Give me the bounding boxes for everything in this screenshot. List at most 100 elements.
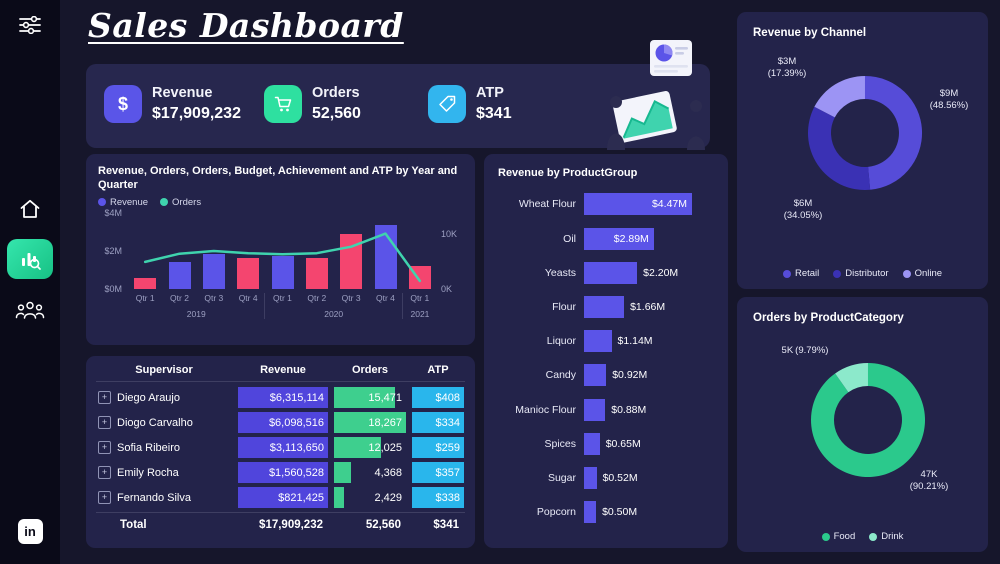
revenue-bar[interactable] xyxy=(584,432,600,455)
expand-icon[interactable]: + xyxy=(98,391,111,404)
combo-y-axis-left: $4M $2M $0M xyxy=(98,208,124,294)
combo-chart-title: Revenue, Orders, Orders, Budget, Achieve… xyxy=(98,165,458,192)
table-body: + Diego Araujo $6,315,114 15,471 $408 + Diogo … xyxy=(96,387,465,508)
orders-data-bar xyxy=(334,487,344,508)
kpi-value: $17,909,232 xyxy=(152,105,241,122)
donut-slice-food[interactable] xyxy=(811,363,926,477)
table-row[interactable]: + Diogo Carvalho $6,098,516 18,267 $334 xyxy=(96,412,465,433)
category-label: Yeasts xyxy=(544,266,576,279)
axis-tick: 10K xyxy=(441,229,458,240)
page-title: Sales Dashboard xyxy=(88,6,404,45)
bar-track: $4.47M xyxy=(584,193,714,216)
channel-callout-online: $3M (17.39%) xyxy=(767,56,807,80)
value-label: $2.20M xyxy=(643,266,679,279)
orders-data-bar xyxy=(334,387,395,408)
column-header-supervisor[interactable]: Supervisor xyxy=(135,364,193,376)
expand-icon[interactable]: + xyxy=(98,441,111,454)
revenue-bar[interactable] xyxy=(584,295,625,318)
column-header-atp[interactable]: ATP xyxy=(427,364,449,376)
revenue-bar[interactable] xyxy=(134,278,157,289)
legend-item[interactable]: Food xyxy=(821,531,855,542)
category-donut[interactable] xyxy=(803,355,933,485)
channel-donut[interactable] xyxy=(800,68,930,198)
revenue-bar[interactable] xyxy=(237,258,260,289)
column-header-revenue[interactable]: Revenue xyxy=(260,364,306,376)
orders-data-bar xyxy=(334,412,406,433)
legend-item[interactable]: Retail xyxy=(782,268,819,279)
table-row[interactable]: + Diego Araujo $6,315,114 15,471 $408 xyxy=(96,387,465,408)
orders-line xyxy=(143,231,422,282)
axis-tick: $4M xyxy=(104,207,122,218)
revenue-bar[interactable] xyxy=(271,256,294,289)
expand-icon[interactable]: + xyxy=(98,416,111,429)
productgroup-bar-row[interactable]: Spices $0.65M xyxy=(498,432,714,456)
revenue-bar[interactable] xyxy=(584,330,612,353)
axis-tick: Qtr 2 xyxy=(170,292,189,303)
legend-item[interactable]: Distributor xyxy=(833,268,889,279)
column-header-orders[interactable]: Orders xyxy=(351,364,389,376)
home-icon[interactable] xyxy=(0,196,60,222)
revenue-bar[interactable] xyxy=(168,262,191,289)
donut-slice-drink[interactable] xyxy=(835,363,868,393)
category-title: Orders by ProductCategory xyxy=(753,312,904,324)
users-icon[interactable] xyxy=(0,298,60,322)
revenue-bar[interactable] xyxy=(584,261,638,284)
expand-icon[interactable]: + xyxy=(98,491,111,504)
axis-tick: Qtr 2 xyxy=(307,292,327,303)
kpi-value: $341 xyxy=(476,105,512,122)
productgroup-bar-row[interactable]: Oil $2.89M xyxy=(498,227,714,251)
productgroup-bar-row[interactable]: Yeasts $2.20M xyxy=(498,261,714,285)
cart-icon xyxy=(264,85,302,123)
kpi-atp[interactable]: ATP $341 xyxy=(428,85,512,123)
axis-tick: Qtr 3 xyxy=(204,292,224,303)
filter-icon[interactable] xyxy=(0,14,60,36)
legend-dot xyxy=(833,269,842,278)
donut-slice-online[interactable] xyxy=(814,76,865,118)
productgroup-panel: Revenue by ProductGroup Wheat Flour $4.47… xyxy=(484,154,728,548)
revenue-bar[interactable] xyxy=(202,253,225,289)
combo-chart[interactable]: $4M $2M $0M 10K 0K Qtr 1 Qtr 2 Qtr 3 Qtr 4 Qtr … xyxy=(98,208,463,325)
donut-slice-distributor[interactable] xyxy=(807,106,871,191)
expand-icon[interactable]: + xyxy=(98,466,111,479)
productgroup-bar-row[interactable]: Popcorn $0.50M xyxy=(498,500,714,524)
axis-tick: Qtr 3 xyxy=(341,292,361,303)
category-label: Flour xyxy=(552,300,576,313)
revenue-bar[interactable] xyxy=(584,398,606,421)
productgroup-bar-row[interactable]: Sugar $0.52M xyxy=(498,466,714,490)
revenue-bar[interactable] xyxy=(584,364,607,387)
kpi-orders[interactable]: Orders 52,560 xyxy=(264,85,361,123)
legend-item[interactable]: Revenue xyxy=(98,197,148,208)
axis-tick: $2M xyxy=(104,245,122,256)
atp-cell: $408 xyxy=(412,387,464,408)
revenue-bar[interactable] xyxy=(584,501,597,524)
table-row[interactable]: + Emily Rocha $1,560,528 4,368 $357 xyxy=(96,462,465,483)
legend-item[interactable]: Online xyxy=(902,268,942,279)
bar-track: $0.88M xyxy=(584,398,714,421)
legend-item[interactable]: Drink xyxy=(869,531,903,542)
atp-cell: $338 xyxy=(412,487,464,508)
productgroup-bar-row[interactable]: Wheat Flour $4.47M xyxy=(498,192,714,216)
legend-dot xyxy=(821,532,830,541)
legend-dot xyxy=(902,269,911,278)
revenue-cell: $6,098,516 xyxy=(238,412,328,433)
kpi-revenue[interactable]: $ Revenue $17,909,232 xyxy=(104,85,241,123)
revenue-bar[interactable] xyxy=(584,227,654,250)
revenue-bar[interactable] xyxy=(584,193,692,216)
legend-item[interactable]: Orders xyxy=(160,197,201,208)
table-row[interactable]: + Sofia Ribeiro $3,113,650 12,025 $259 xyxy=(96,437,465,458)
productgroup-bar-row[interactable]: Candy $0.92M xyxy=(498,363,714,387)
total-revenue: $17,909,232 xyxy=(259,519,323,531)
total-atp: $341 xyxy=(433,519,459,531)
channel-callout-retail: $9M (48.56%) xyxy=(929,88,969,112)
productgroup-bar-row[interactable]: Liquor $1.14M xyxy=(498,329,714,353)
legend-dot xyxy=(782,269,791,278)
revenue-bar[interactable] xyxy=(305,258,328,289)
linkedin-icon[interactable]: in xyxy=(0,516,60,546)
revenue-bar[interactable] xyxy=(584,467,597,490)
table-row[interactable]: + Fernando Silva $821,425 2,429 $338 xyxy=(96,487,465,508)
productgroup-bar-row[interactable]: Manioc Flour $0.88M xyxy=(498,398,714,422)
donut-slice-retail[interactable] xyxy=(865,75,923,190)
productgroup-bar-row[interactable]: Flour $1.66M xyxy=(498,295,714,319)
value-label: $1.14M xyxy=(617,335,653,348)
analytics-icon[interactable] xyxy=(0,238,60,280)
